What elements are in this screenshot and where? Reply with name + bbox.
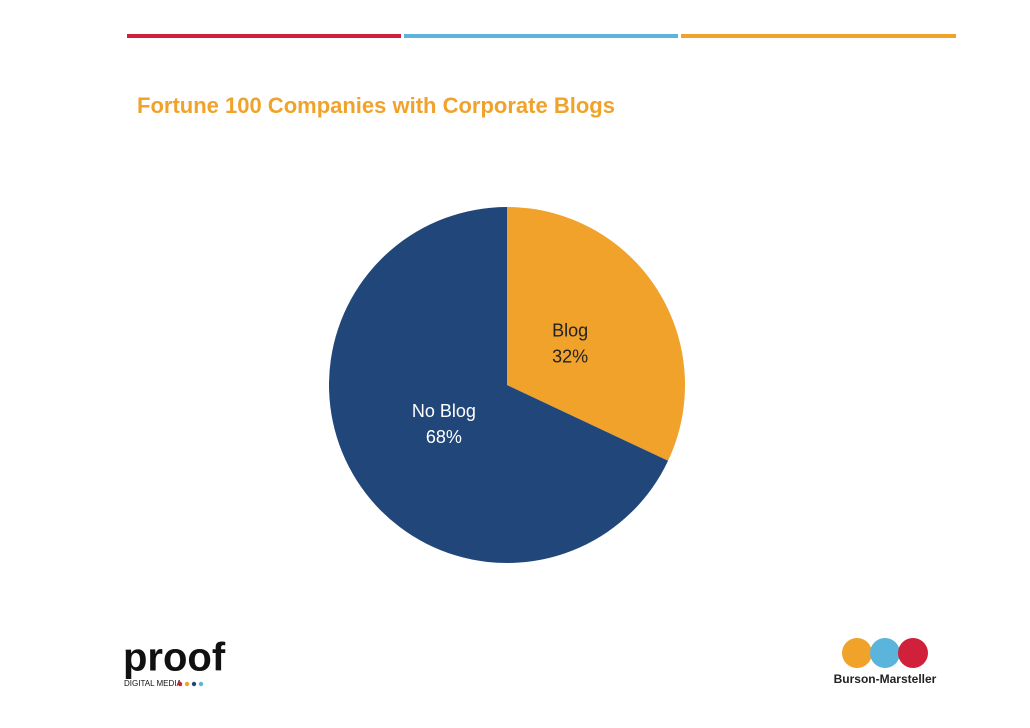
slice-value: 68% xyxy=(426,427,462,447)
slice-value: 32% xyxy=(552,347,588,367)
dot xyxy=(184,681,190,687)
dot xyxy=(198,681,204,687)
globe xyxy=(898,638,928,668)
dot xyxy=(177,681,183,687)
proof-tagline: DIGITAL MEDIA xyxy=(124,679,182,688)
rule-orange xyxy=(681,34,956,38)
pie-slice xyxy=(329,207,669,564)
slice-label: No Blog xyxy=(412,401,476,421)
pie-slice xyxy=(507,207,685,461)
pie xyxy=(329,207,685,564)
proof-logo: proof xyxy=(123,636,226,680)
dot xyxy=(191,681,197,687)
globe xyxy=(870,638,900,668)
slice-label: Blog xyxy=(552,321,588,341)
rule-blue xyxy=(404,34,678,38)
rule-red xyxy=(127,34,401,38)
chart-title: Fortune 100 Companies with Corporate Blo… xyxy=(137,93,615,118)
globe xyxy=(842,638,872,668)
bm-logo: Burson-Marsteller xyxy=(834,672,937,686)
